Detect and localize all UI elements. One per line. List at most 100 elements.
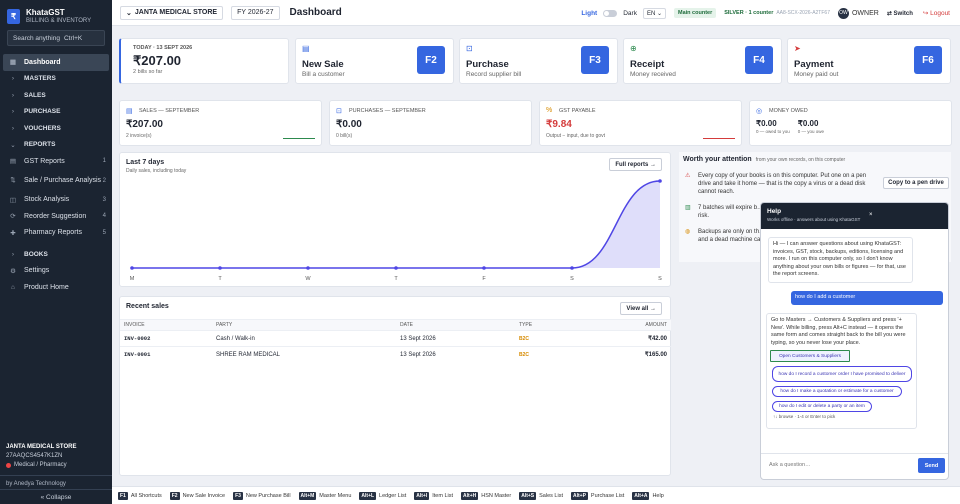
- sidebar-item-product-home[interactable]: ⌂ Product Home: [0, 279, 112, 296]
- chart-subtitle: Daily sales, including today: [126, 168, 187, 174]
- sales-chart-card: Last 7 days Daily sales, including today…: [119, 152, 671, 287]
- type-badge: B2C: [519, 351, 530, 358]
- stat-value: ₹207.00: [126, 119, 163, 130]
- data-point: [130, 266, 134, 270]
- search-input[interactable]: Search anything Ctrl+K: [7, 30, 105, 46]
- action-title: New Sale: [302, 59, 344, 70]
- suggestion-chip-open-customers[interactable]: Open Customers & Suppliers: [770, 350, 850, 362]
- logout-button[interactable]: ↪ Logout: [922, 10, 950, 17]
- user-role: OWNER: [851, 9, 879, 17]
- shortcut-ledger-list[interactable]: Alt+L Ledger List: [359, 491, 406, 500]
- f6-key-badge: F6: [914, 46, 942, 74]
- shortcut-master-menu[interactable]: Alt+M Master Menu: [298, 491, 351, 500]
- rupee-logo-icon: ₹: [7, 8, 20, 24]
- theme-light-label[interactable]: Light: [581, 9, 598, 17]
- sidebar-item-sale-purchase-analysis[interactable]: ⇅ Sale / Purchase Analysis 2: [0, 170, 112, 192]
- sidebar-item-label: PURCHASE: [24, 108, 61, 116]
- sales-stat-card[interactable]: ▤ SALES — SEPTEMBER ₹207.00 2 invoice(s): [119, 100, 322, 146]
- sidebar-item-reorder-suggestion[interactable]: ⟳ Reorder Suggestion 4: [0, 208, 112, 225]
- money-owed-card[interactable]: ◎ MONEY OWED ₹0.00 0 — owed to you ₹0.00 0…: [749, 100, 952, 146]
- shortcut-label: Item List: [432, 492, 454, 499]
- collapse-button[interactable]: « Collapse: [0, 489, 112, 504]
- sidebar-item-stock-analysis[interactable]: ◫ Stock Analysis 3: [0, 192, 112, 209]
- page-title: Dashboard: [289, 7, 342, 18]
- sidebar-item-books[interactable]: › BOOKS: [0, 246, 112, 263]
- gst-stat-card[interactable]: % GST PAYABLE ₹9.84 Output − input, due …: [539, 100, 742, 146]
- analysis-icon: ⇅: [10, 176, 16, 184]
- business-type: Medical / Pharmacy: [6, 461, 106, 470]
- purchases-stat-card[interactable]: ⊡ PURCHASES — SEPTEMBER ₹0.00 0 bill(s): [329, 100, 532, 146]
- shortcut-hsn-master[interactable]: Alt+H HSN Master: [461, 491, 511, 500]
- stat-label: PURCHASES — SEPTEMBER: [349, 108, 426, 114]
- full-reports-button[interactable]: Full reports →: [609, 158, 662, 171]
- invoice-icon: ▤: [302, 44, 310, 53]
- sidebar-item-label: Pharmacy Reports: [24, 229, 82, 237]
- series-line: [131, 180, 661, 269]
- switch-user-button[interactable]: ⇄ Switch: [886, 10, 913, 17]
- company-selector[interactable]: ⌄ JANTA MEDICAL STORE: [120, 5, 224, 20]
- shortcut-purchase-list[interactable]: Alt+P Purchase List: [570, 491, 624, 500]
- view-all-button[interactable]: View all →: [620, 302, 662, 315]
- sidebar-item-pharmacy-reports[interactable]: ✚ Pharmacy Reports 5: [0, 225, 112, 242]
- sidebar-item-reports[interactable]: ⌄ REPORTS: [0, 137, 112, 154]
- sidebar-item-vouchers[interactable]: › VOUCHERS: [0, 120, 112, 137]
- people-icon: ◎: [756, 108, 763, 115]
- close-icon[interactable]: ×: [869, 212, 873, 218]
- assistant-message: Hi — I can answer questions about using …: [768, 237, 913, 283]
- header-amount[interactable]: AMOUNT: [645, 322, 667, 328]
- table-row[interactable]: INV-0002 Cash / Walk-in 13 Sept 2026 B2C…: [120, 330, 671, 346]
- shortcut-number: 5: [102, 229, 106, 236]
- copy-to-pen-drive-button[interactable]: Copy to a pen drive: [883, 177, 949, 189]
- you-owe: ₹0.00 0 — you owe: [798, 119, 824, 134]
- shortcut-all[interactable]: F1 All Shortcuts: [118, 491, 162, 500]
- sidebar-item-dashboard[interactable]: ▦ Dashboard: [3, 54, 109, 71]
- header-party[interactable]: PARTY: [216, 322, 233, 328]
- app-logo: ₹ KhataGST BILLING & INVENTORY: [0, 0, 112, 26]
- sidebar-item-settings[interactable]: ⚙ Settings: [0, 263, 112, 280]
- payment-card[interactable]: ➤ Payment Money paid out F6: [787, 38, 951, 84]
- user-message: how do I add a customer: [791, 291, 943, 305]
- sidebar-item-masters[interactable]: › MASTERS: [0, 71, 112, 88]
- header-invoice[interactable]: INVOICE: [124, 322, 145, 328]
- data-point: [482, 266, 486, 270]
- pharmacy-dot-icon: [6, 463, 11, 468]
- search-shortcut: Ctrl+K: [63, 34, 83, 42]
- theme-dark-label[interactable]: Dark: [623, 9, 637, 17]
- new-sale-card[interactable]: ▤ New Sale Bill a customer F2: [295, 38, 454, 84]
- header-date[interactable]: DATE: [400, 322, 413, 328]
- recent-sales-card: Recent sales View all → INVOICE PARTY DA…: [119, 296, 671, 476]
- data-point: [570, 266, 574, 270]
- top-bar: ⌄ JANTA MEDICAL STORE FY 2026-27 Dashboar…: [112, 0, 960, 26]
- language-select[interactable]: EN ⌄: [642, 7, 666, 19]
- chip-hint: ↑↓ browse · 1-4 or Enter to pick: [773, 414, 836, 419]
- ask-input[interactable]: Ask a question…: [769, 462, 811, 468]
- type-badge: B2C: [519, 335, 530, 342]
- purchase-card[interactable]: ⊡ Purchase Record supplier bill F3: [459, 38, 618, 84]
- inbox-icon: ⊡: [466, 44, 473, 53]
- suggestion-chip-quotation[interactable]: how do I make a quotation or estimate fo…: [772, 386, 902, 397]
- sidebar-item-purchase[interactable]: › PURCHASE: [0, 104, 112, 121]
- sidebar-item-sales[interactable]: › SALES: [0, 87, 112, 104]
- suggestion-chip-edit-party[interactable]: how do I edit or delete a party or an it…: [772, 401, 872, 412]
- suggestion-chip-customer-order[interactable]: how do I record a customer order I have …: [772, 366, 912, 382]
- shortcut-new-purchase[interactable]: F3 New Purchase Bill: [233, 491, 291, 500]
- shortcut-help[interactable]: Alt+A Help: [632, 491, 664, 500]
- sidebar-item-label: Product Home: [24, 283, 69, 291]
- fy-selector[interactable]: FY 2026-27: [231, 5, 280, 20]
- shortcut-sales-list[interactable]: Alt+S Sales List: [519, 491, 563, 500]
- data-point: [658, 179, 662, 183]
- table-row[interactable]: INV-0001 SHREE RAM MEDICAL 13 Sept 2026 …: [120, 346, 671, 362]
- language-value: EN: [646, 10, 656, 17]
- sidebar-item-label: VOUCHERS: [24, 124, 61, 132]
- sidebar-item-gst-reports[interactable]: ▤ GST Reports 1: [0, 153, 112, 170]
- receipt-card[interactable]: ⊕ Receipt Money received F4: [623, 38, 782, 84]
- shortcut-new-sale[interactable]: F2 New Sale Invoice: [169, 491, 225, 500]
- theme-toggle[interactable]: [603, 9, 618, 17]
- shortcut-key: F3: [233, 491, 243, 500]
- sidebar: ₹ KhataGST BILLING & INVENTORY Search an…: [0, 0, 112, 504]
- header-type[interactable]: TYPE: [519, 322, 533, 328]
- shortcut-number: 4: [102, 213, 106, 220]
- shortcut-item-list[interactable]: Alt+I Item List: [414, 491, 454, 500]
- app-name: KhataGST: [26, 7, 65, 17]
- send-button[interactable]: Send: [918, 458, 945, 473]
